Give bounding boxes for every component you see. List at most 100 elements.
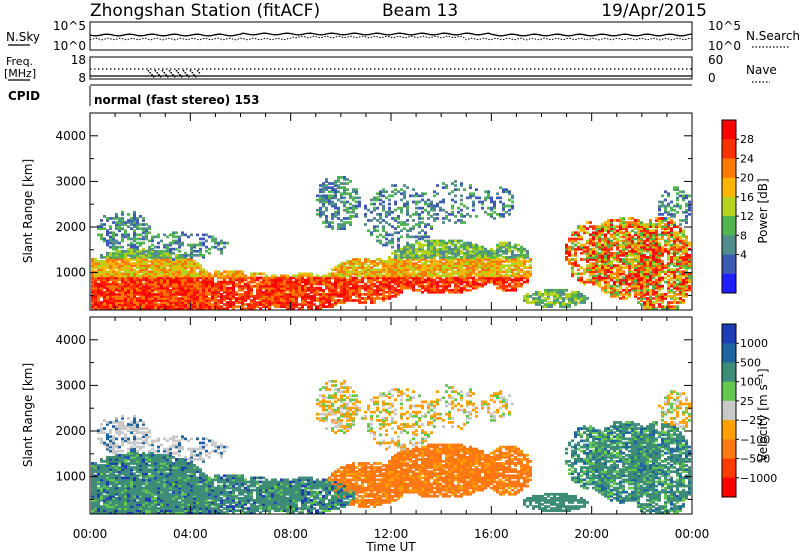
power-cell (598, 260, 601, 263)
power-cell (160, 290, 163, 294)
power-cell (301, 303, 304, 306)
power-cell (124, 268, 127, 272)
power-cell (277, 293, 280, 296)
power-cell (664, 297, 667, 300)
power-cell (640, 233, 643, 237)
power-cell (667, 243, 670, 247)
power-cell (661, 217, 664, 220)
power-cell (262, 290, 265, 294)
power-cell (568, 251, 571, 255)
power-cell (172, 241, 175, 245)
power-cell (178, 284, 181, 288)
power-cell (163, 305, 166, 308)
power-cell (382, 299, 385, 302)
power-cell (610, 221, 613, 224)
power-cell (646, 225, 649, 228)
power-cell (376, 272, 379, 276)
power-cell (400, 282, 403, 286)
nsky-tick-low: 10^0 (53, 39, 86, 53)
power-cell (418, 260, 421, 263)
power-cell (517, 278, 520, 282)
power-cell (457, 219, 460, 222)
power-cell (664, 243, 667, 247)
power-cell (424, 280, 427, 284)
power-cell (460, 286, 463, 290)
power-cell (664, 247, 667, 251)
power-cell (571, 293, 574, 296)
power-cell (148, 293, 151, 296)
power-cell (637, 284, 640, 288)
power-cell (622, 233, 625, 237)
power-cell (625, 286, 628, 290)
power-cell (229, 272, 232, 276)
power-cell (274, 274, 277, 278)
power-cell (274, 290, 277, 294)
power-cell (430, 284, 433, 288)
power-cell (139, 256, 142, 259)
power-cell (145, 286, 148, 290)
power-cell (91, 270, 94, 274)
power-cell (409, 268, 412, 272)
power-cell (187, 266, 190, 269)
power-cell (670, 305, 673, 308)
power-cell (451, 213, 454, 216)
power-cell (199, 266, 202, 269)
power-cell (652, 305, 655, 308)
power-cell (643, 243, 646, 247)
power-cell (145, 249, 148, 253)
power-cell (175, 235, 178, 239)
power-cell (433, 241, 436, 245)
power-cell (655, 293, 658, 296)
power-cell (112, 221, 115, 224)
power-cell (670, 284, 673, 288)
power-cell (640, 272, 643, 276)
power-cell (358, 301, 361, 304)
power-cell (571, 247, 574, 251)
power-cell (109, 305, 112, 308)
power-cell (370, 233, 373, 237)
power-cell (169, 249, 172, 253)
power-cell (151, 278, 154, 282)
power-cell (346, 297, 349, 300)
power-cell (421, 192, 424, 196)
power-cell (130, 221, 133, 224)
power-cell (652, 276, 655, 280)
power-cell (538, 299, 541, 302)
power-cell (304, 290, 307, 294)
power-cell (415, 288, 418, 292)
power-cell (451, 206, 454, 210)
power-cell (187, 278, 190, 282)
power-cell (376, 196, 379, 200)
power-cell (226, 295, 229, 298)
power-cell (340, 225, 343, 228)
power-cell (97, 264, 100, 267)
power-cell (424, 256, 427, 259)
power-cell (637, 260, 640, 263)
power-cell (178, 293, 181, 296)
power-cell (412, 284, 415, 288)
power-cell (133, 217, 136, 220)
power-cell (286, 295, 289, 298)
power-cell (367, 264, 370, 267)
power-cell (103, 299, 106, 302)
power-cell (133, 272, 136, 276)
power-cell (670, 258, 673, 261)
power-cell (103, 290, 106, 294)
power-cell (160, 239, 163, 243)
power-cell (367, 276, 370, 280)
power-cell (112, 245, 115, 249)
power-cell (604, 286, 607, 290)
power-cell (229, 295, 232, 298)
power-cell (136, 245, 139, 249)
power-cell (652, 231, 655, 235)
power-cell (343, 262, 346, 265)
power-cell (340, 280, 343, 284)
power-cell (103, 297, 106, 300)
power-cell (481, 251, 484, 255)
power-cell (394, 251, 397, 255)
power-cell (112, 293, 115, 296)
power-cell (211, 290, 214, 294)
power-cell (142, 295, 145, 298)
power-cell (259, 280, 262, 284)
power-cell (493, 280, 496, 284)
